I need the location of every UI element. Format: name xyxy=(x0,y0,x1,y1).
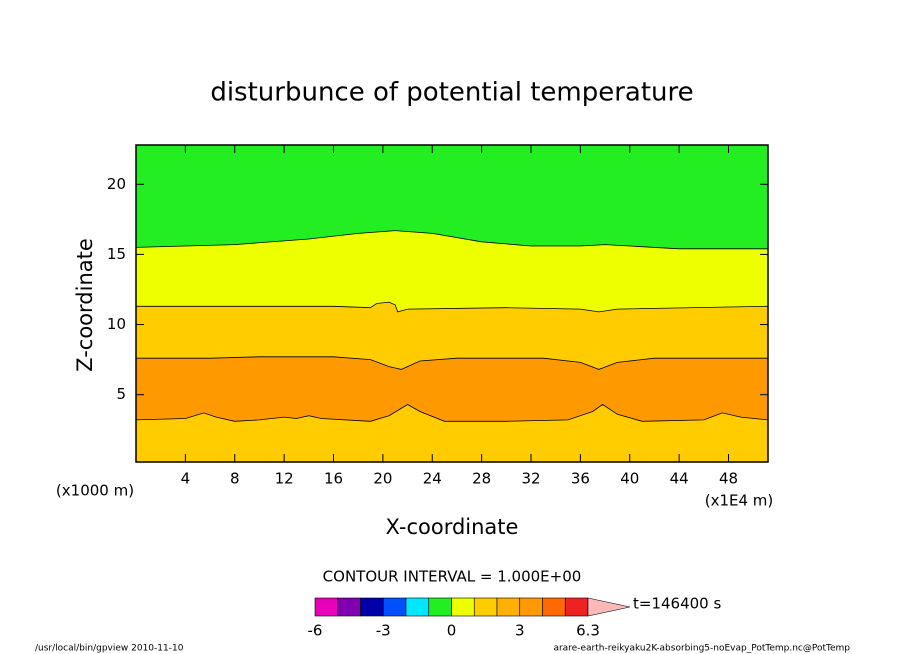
contour-line xyxy=(136,301,768,313)
y-tick-label: 10 xyxy=(107,315,126,333)
x-tick-label: 36 xyxy=(571,470,590,488)
colorbar-box xyxy=(405,597,430,617)
y-unit-label: (x1000 m) xyxy=(56,482,134,500)
colorbar-box xyxy=(360,597,384,617)
colorbar-box xyxy=(337,597,361,617)
contour-fill xyxy=(136,404,768,462)
x-tick-label: 44 xyxy=(670,470,689,488)
contour-line xyxy=(136,356,768,370)
x-tick-label: 32 xyxy=(521,470,540,488)
y-axis-label: Z-coordinate xyxy=(73,238,97,372)
colorbar-box xyxy=(564,597,589,617)
x-tick-label: 20 xyxy=(373,470,392,488)
x-tick-label: 28 xyxy=(472,470,491,488)
x-tick-label: 16 xyxy=(324,470,343,488)
x-tick-label: 12 xyxy=(275,470,294,488)
colorbar-box xyxy=(451,597,475,617)
colorbar-tick-label: 3 xyxy=(515,622,525,640)
colorbar-tick-label: 0 xyxy=(447,622,457,640)
x-tick-label: 48 xyxy=(719,470,738,488)
contour-line xyxy=(136,230,768,250)
chart-title: disturbunce of potential temperature xyxy=(210,78,693,108)
colorbar-box xyxy=(428,597,452,617)
plot-area xyxy=(136,145,768,462)
y-tick-label: 5 xyxy=(116,385,126,403)
colorbar-tick-label: -6 xyxy=(308,622,323,640)
colorbar-box xyxy=(519,597,543,617)
x-tick-label: 4 xyxy=(181,470,191,488)
footer-left: /usr/local/bin/gpview 2010-11-10 xyxy=(35,644,184,654)
colorbar-tick-label: 6.3 xyxy=(576,622,600,640)
colorbar-box xyxy=(542,597,566,617)
x-axis-label: X-coordinate xyxy=(386,515,519,539)
colorbar-box xyxy=(473,597,498,617)
colorbar-extend xyxy=(587,597,631,617)
contour-interval: CONTOUR INTERVAL = 1.000E+00 xyxy=(323,568,582,586)
contour-line xyxy=(136,404,768,422)
footer-right: arare-earth-reikyaku2K-absorbing5-noEvap… xyxy=(553,644,850,654)
x-tick-label: 24 xyxy=(423,470,442,488)
x-unit-label: (x1E4 m) xyxy=(705,492,774,510)
colorbar-box xyxy=(496,597,521,617)
time-label: t=146400 s xyxy=(633,595,721,613)
colorbar-tick-label: -3 xyxy=(376,622,391,640)
colorbar-box xyxy=(314,597,339,617)
y-tick-label: 15 xyxy=(107,245,126,263)
plot-frame xyxy=(135,144,769,463)
y-tick-label: 20 xyxy=(107,175,126,193)
colorbar-box xyxy=(382,597,407,617)
x-tick-label: 8 xyxy=(230,470,240,488)
x-tick-label: 40 xyxy=(620,470,639,488)
